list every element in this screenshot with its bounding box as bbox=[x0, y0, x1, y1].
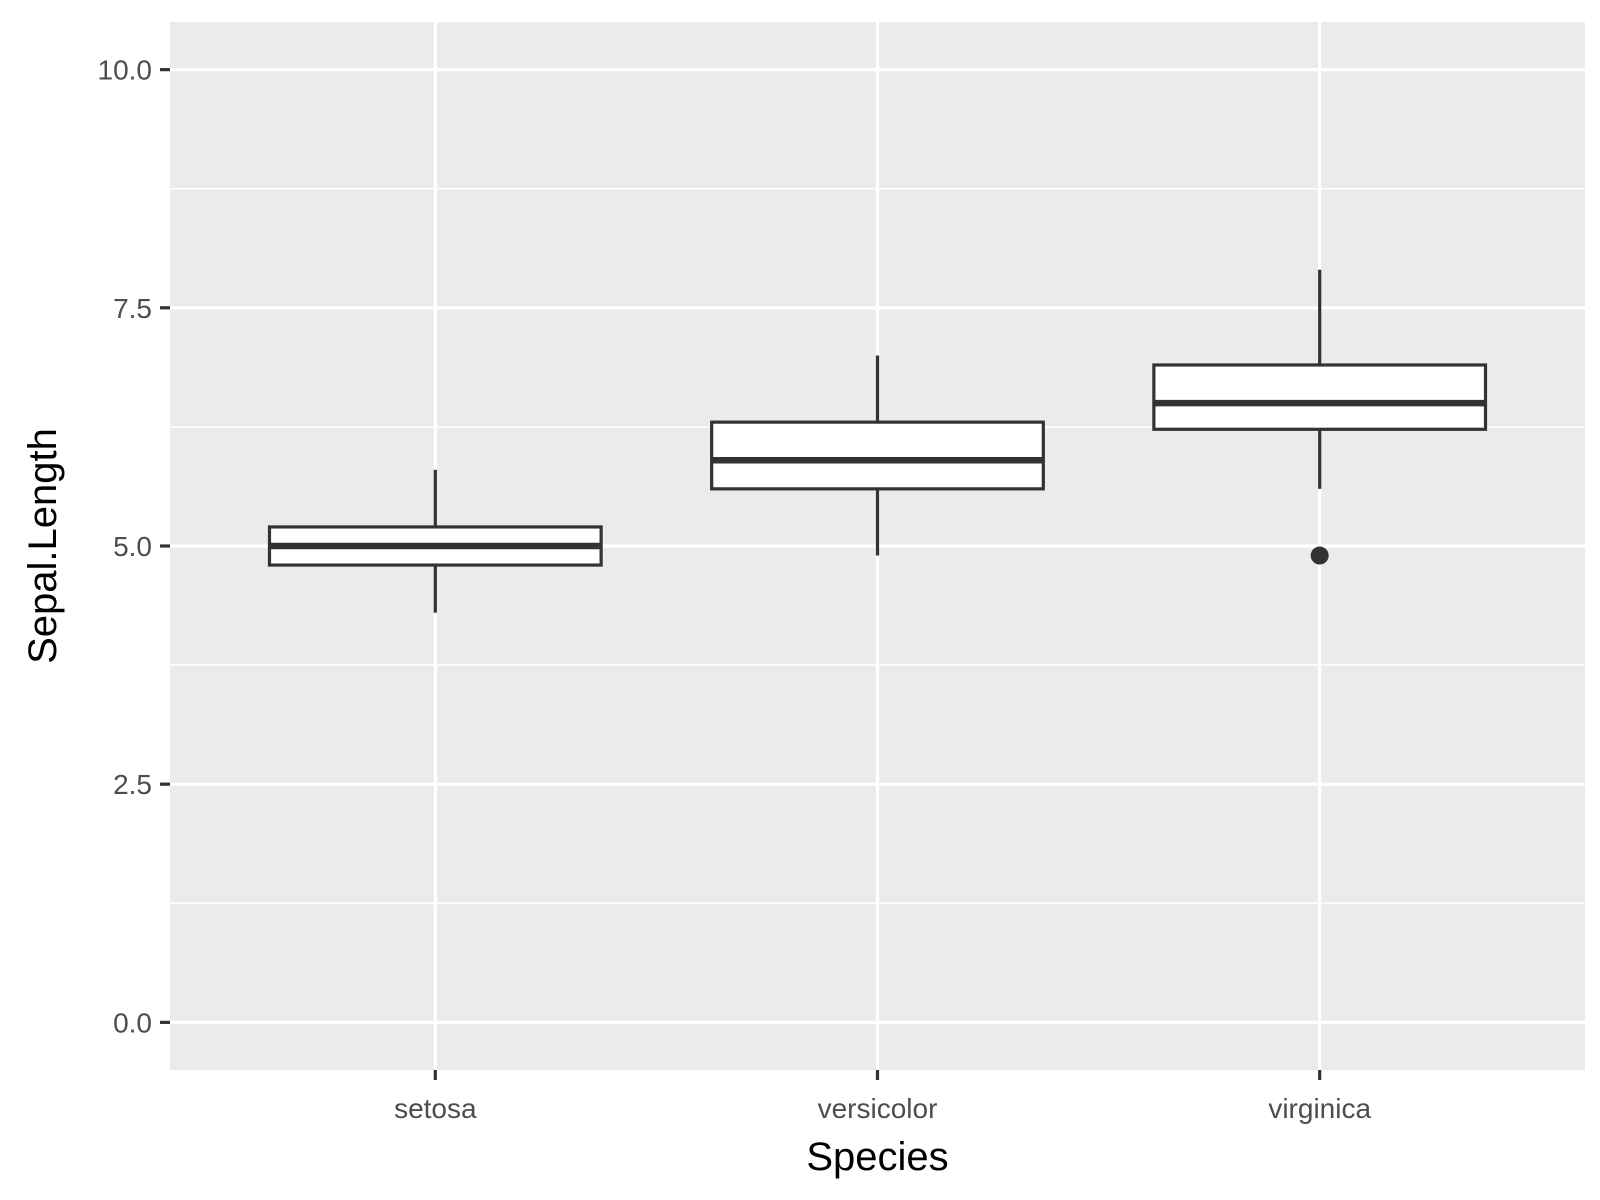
boxes bbox=[267, 269, 1488, 613]
x-axis: setosa versicolor virginica bbox=[394, 1070, 1371, 1124]
box-virginica bbox=[1152, 269, 1488, 565]
y-axis: 0.0 2.5 5.0 7.5 10.0 bbox=[98, 55, 170, 1038]
box-setosa bbox=[267, 469, 603, 613]
y-axis-title: Sepal.Length bbox=[21, 428, 65, 664]
y-tick-label: 10.0 bbox=[98, 55, 153, 86]
box-iqr bbox=[1152, 363, 1488, 431]
box-iqr bbox=[710, 420, 1045, 491]
box-versicolor bbox=[710, 355, 1045, 556]
y-tick-label: 2.5 bbox=[113, 769, 152, 800]
y-tick-label: 0.0 bbox=[113, 1007, 152, 1038]
y-tick-label: 5.0 bbox=[113, 531, 152, 562]
y-tick-label: 7.5 bbox=[113, 293, 152, 324]
x-tick-label-setosa: setosa bbox=[394, 1093, 477, 1124]
x-tick-label-virginica: virginica bbox=[1268, 1093, 1371, 1124]
outlier-point bbox=[1310, 546, 1329, 565]
x-tick-label-versicolor: versicolor bbox=[818, 1093, 938, 1124]
x-axis-title: Species bbox=[806, 1135, 948, 1179]
